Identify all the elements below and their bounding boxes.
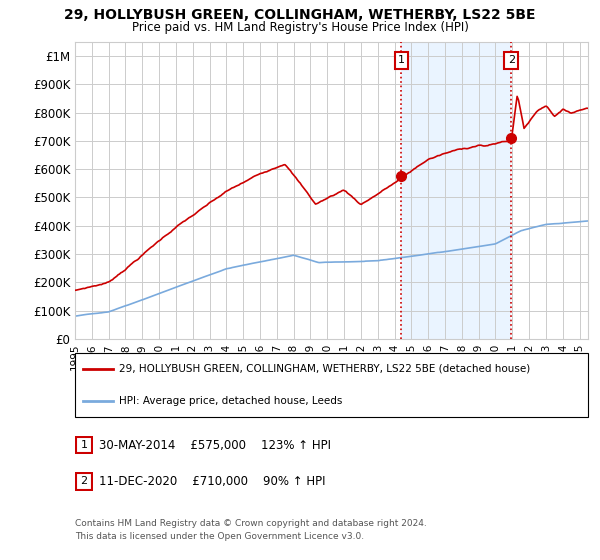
Text: HPI: Average price, detached house, Leeds: HPI: Average price, detached house, Leed… xyxy=(119,396,342,406)
Text: Contains HM Land Registry data © Crown copyright and database right 2024.: Contains HM Land Registry data © Crown c… xyxy=(75,520,427,529)
Text: 30-MAY-2014    £575,000    123% ↑ HPI: 30-MAY-2014 £575,000 123% ↑ HPI xyxy=(99,438,331,452)
Text: 2: 2 xyxy=(80,477,88,486)
Text: Price paid vs. HM Land Registry's House Price Index (HPI): Price paid vs. HM Land Registry's House … xyxy=(131,21,469,34)
Text: 11-DEC-2020    £710,000    90% ↑ HPI: 11-DEC-2020 £710,000 90% ↑ HPI xyxy=(99,475,325,488)
Text: 2: 2 xyxy=(508,55,515,66)
Text: 29, HOLLYBUSH GREEN, COLLINGHAM, WETHERBY, LS22 5BE (detached house): 29, HOLLYBUSH GREEN, COLLINGHAM, WETHERB… xyxy=(119,364,530,374)
Text: 1: 1 xyxy=(398,55,405,66)
Bar xyxy=(401,42,511,339)
Text: 29, HOLLYBUSH GREEN, COLLINGHAM, WETHERBY, LS22 5BE: 29, HOLLYBUSH GREEN, COLLINGHAM, WETHERB… xyxy=(64,8,536,22)
Text: This data is licensed under the Open Government Licence v3.0.: This data is licensed under the Open Gov… xyxy=(75,532,364,541)
FancyBboxPatch shape xyxy=(76,473,92,489)
Text: 1: 1 xyxy=(80,440,88,450)
FancyBboxPatch shape xyxy=(75,353,588,417)
FancyBboxPatch shape xyxy=(76,437,92,453)
